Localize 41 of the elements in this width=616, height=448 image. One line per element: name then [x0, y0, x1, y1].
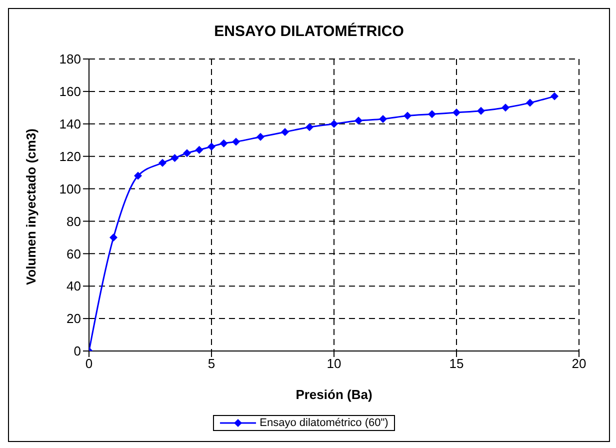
chart-title: ENSAYO DILATOMÉTRICO [213, 23, 405, 40]
point [354, 116, 362, 125]
point [208, 142, 216, 151]
x-tick-label: 20 [572, 356, 586, 372]
y-tick-label: 100 [59, 181, 81, 196]
point [158, 158, 166, 167]
point [232, 138, 240, 146]
point [195, 146, 204, 154]
point [134, 172, 142, 180]
point [306, 123, 314, 132]
y-tick-label: 20 [66, 311, 81, 326]
x-axis-title: Presión (Ba) [296, 387, 372, 402]
y-tick-label: 120 [59, 148, 81, 164]
point [404, 112, 412, 120]
point [256, 132, 264, 141]
y-tick-label: 140 [59, 116, 81, 132]
y-tick-label: 160 [59, 84, 81, 100]
point [183, 149, 191, 158]
y-axis-title: Volumen inyectado (cm3) [24, 128, 39, 285]
point [526, 98, 534, 107]
y-tick-label: 40 [66, 278, 81, 294]
point [170, 154, 179, 162]
point [477, 106, 485, 115]
y-tick-label: 180 [59, 52, 81, 67]
point [502, 104, 510, 112]
point [330, 120, 338, 128]
point [220, 139, 228, 148]
point [379, 115, 387, 124]
x-tick-label: 10 [326, 356, 342, 372]
legend-label: Ensayo dilatométrico (60") [258, 417, 388, 429]
point [281, 128, 289, 136]
x-tick-label: 5 [208, 356, 216, 372]
point [110, 233, 118, 242]
point [428, 110, 436, 118]
point [452, 108, 460, 117]
y-tick-label: 80 [66, 214, 81, 229]
x-tick-label: 15 [449, 356, 464, 372]
x-tick-label: 0 [85, 356, 93, 372]
y-tick-label: 0 [74, 344, 81, 359]
y-tick-label: 60 [66, 246, 81, 262]
point [550, 92, 558, 100]
